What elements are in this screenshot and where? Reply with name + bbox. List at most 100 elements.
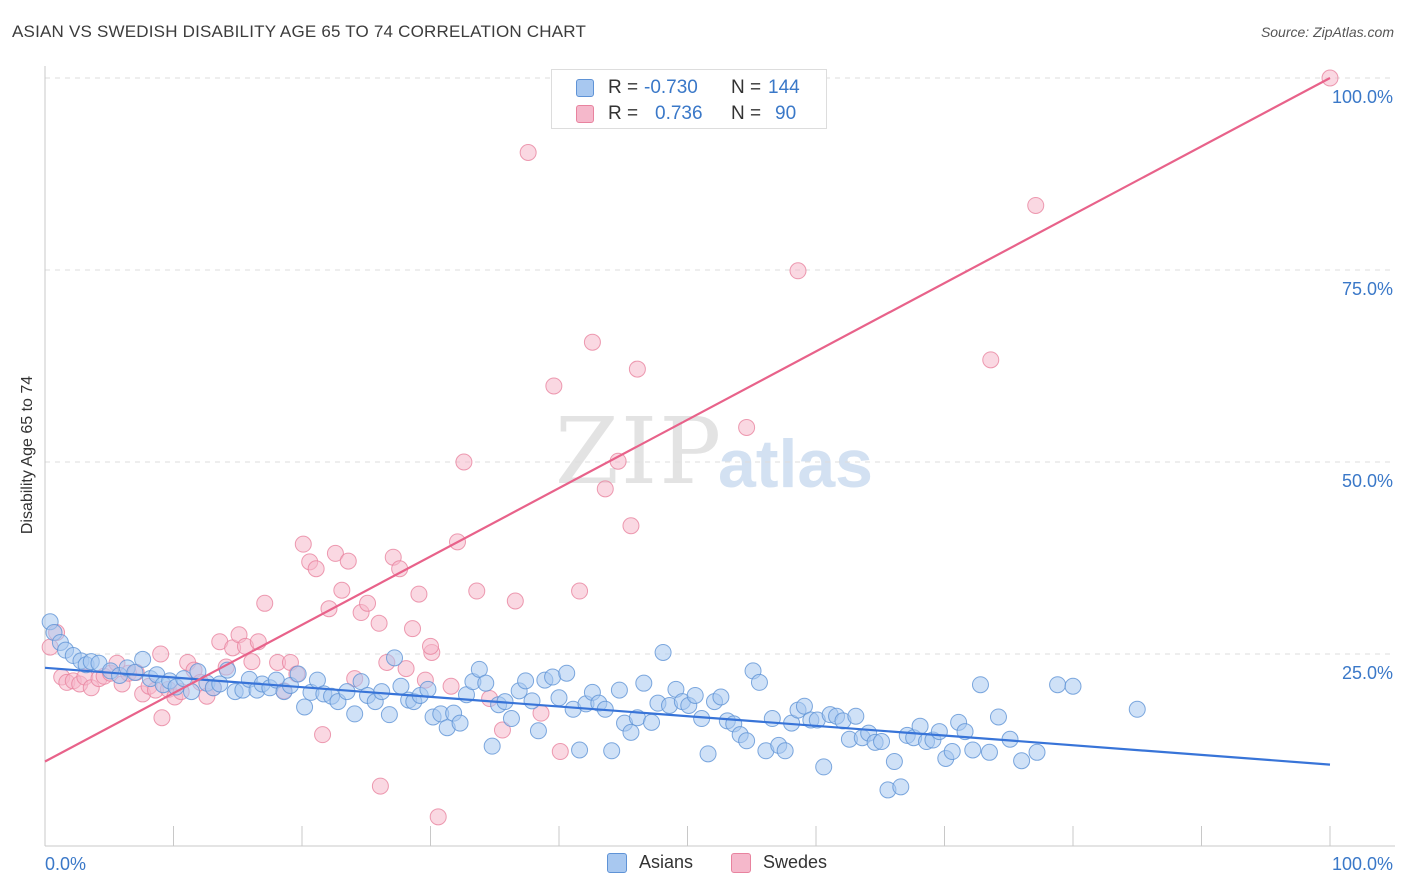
data-point (523, 692, 541, 710)
data-point (429, 808, 447, 826)
data-point (243, 653, 261, 671)
legend-label-swedes: Swedes (763, 852, 828, 872)
data-point (422, 637, 439, 655)
data-point (911, 717, 929, 735)
tick-labels: 25.0% 50.0% 75.0% 100.0% 0.0% 100.0% (45, 87, 1393, 874)
data-point (610, 681, 628, 699)
axes (44, 66, 1395, 847)
data-point (370, 614, 388, 632)
data-point (738, 732, 756, 750)
legend-swatch-swedes (576, 105, 594, 123)
legend-n-label: N = (731, 77, 762, 98)
data-point (451, 714, 469, 732)
data-point (643, 713, 661, 731)
data-point (622, 517, 640, 535)
data-point (738, 418, 756, 436)
legend-n-value: 144 (768, 77, 800, 98)
data-point (550, 689, 568, 707)
data-point (699, 745, 717, 763)
data-point (971, 676, 989, 694)
data-point (373, 683, 391, 701)
data-point (1049, 676, 1067, 694)
data-point (628, 360, 646, 378)
data-point (397, 660, 415, 678)
data-point (686, 686, 704, 704)
y-tick-label: 50.0% (1342, 471, 1393, 491)
legend-swatch-asians (576, 79, 594, 97)
data-point (571, 741, 589, 759)
data-point (545, 377, 563, 395)
x-tick-label: 100.0% (1332, 854, 1393, 874)
data-point (956, 723, 974, 741)
data-point (134, 650, 152, 668)
data-point (1028, 743, 1046, 761)
y-tick-label: 100.0% (1332, 87, 1393, 107)
data-point (1027, 196, 1045, 214)
data-point (380, 706, 398, 724)
data-point (654, 643, 672, 661)
data-point (622, 723, 640, 741)
data-point (892, 778, 910, 796)
data-point (371, 777, 389, 795)
data-point (153, 709, 171, 727)
data-point (583, 333, 601, 351)
data-point (419, 680, 437, 698)
data-point (455, 453, 473, 471)
source-label: Source: ZipAtlas.com (1260, 24, 1394, 40)
data-point (326, 544, 344, 562)
watermark-atlas: atlas (718, 426, 873, 502)
data-point (596, 480, 614, 498)
data-point (603, 742, 621, 760)
data-point (346, 705, 364, 723)
data-point (1128, 700, 1146, 718)
data-point (1064, 677, 1082, 695)
legend-r-label: R = (608, 77, 639, 98)
data-point (517, 672, 535, 690)
data-point (558, 664, 576, 682)
data-point (815, 758, 833, 776)
data-point (333, 581, 351, 599)
data-point (404, 620, 422, 638)
data-point (314, 726, 332, 744)
data-point (502, 710, 520, 728)
data-point (152, 645, 170, 663)
data-point (470, 660, 488, 678)
data-point (307, 560, 325, 578)
data-point (885, 753, 903, 771)
data-point (506, 592, 524, 610)
data-point (789, 262, 807, 280)
data-point (339, 552, 357, 570)
data-point (289, 665, 307, 683)
data-point (795, 697, 813, 715)
data-point (294, 535, 312, 553)
data-point (519, 143, 537, 161)
legend-label-asians: Asians (639, 852, 694, 872)
data-point (529, 722, 547, 740)
data-point (930, 723, 948, 741)
data-point (359, 594, 377, 612)
data-point (943, 743, 961, 761)
chart-title: ASIAN VS SWEDISH DISABILITY AGE 65 TO 74… (12, 22, 587, 41)
y-tick-label: 75.0% (1342, 279, 1393, 299)
legend-swatch-asians (607, 853, 627, 873)
data-point (964, 741, 982, 759)
data-point (847, 707, 865, 725)
data-point (571, 582, 589, 600)
data-point (126, 663, 144, 681)
y-tick-label: 25.0% (1342, 663, 1393, 683)
legend-r-label: R = (608, 103, 639, 124)
legend-swatch-swedes (731, 853, 751, 873)
data-point (635, 674, 653, 692)
trend-line (44, 77, 1331, 763)
x-tick-label: 0.0% (45, 854, 86, 874)
trend-lines (44, 77, 1331, 766)
data-point (256, 594, 274, 612)
legend-n-label: N = (731, 103, 762, 124)
asians-points (41, 613, 1146, 799)
data-point (712, 688, 730, 706)
data-point (296, 698, 314, 716)
data-point (776, 742, 794, 760)
data-point (386, 649, 404, 667)
trend-line (44, 666, 1331, 766)
data-point (1013, 752, 1031, 770)
